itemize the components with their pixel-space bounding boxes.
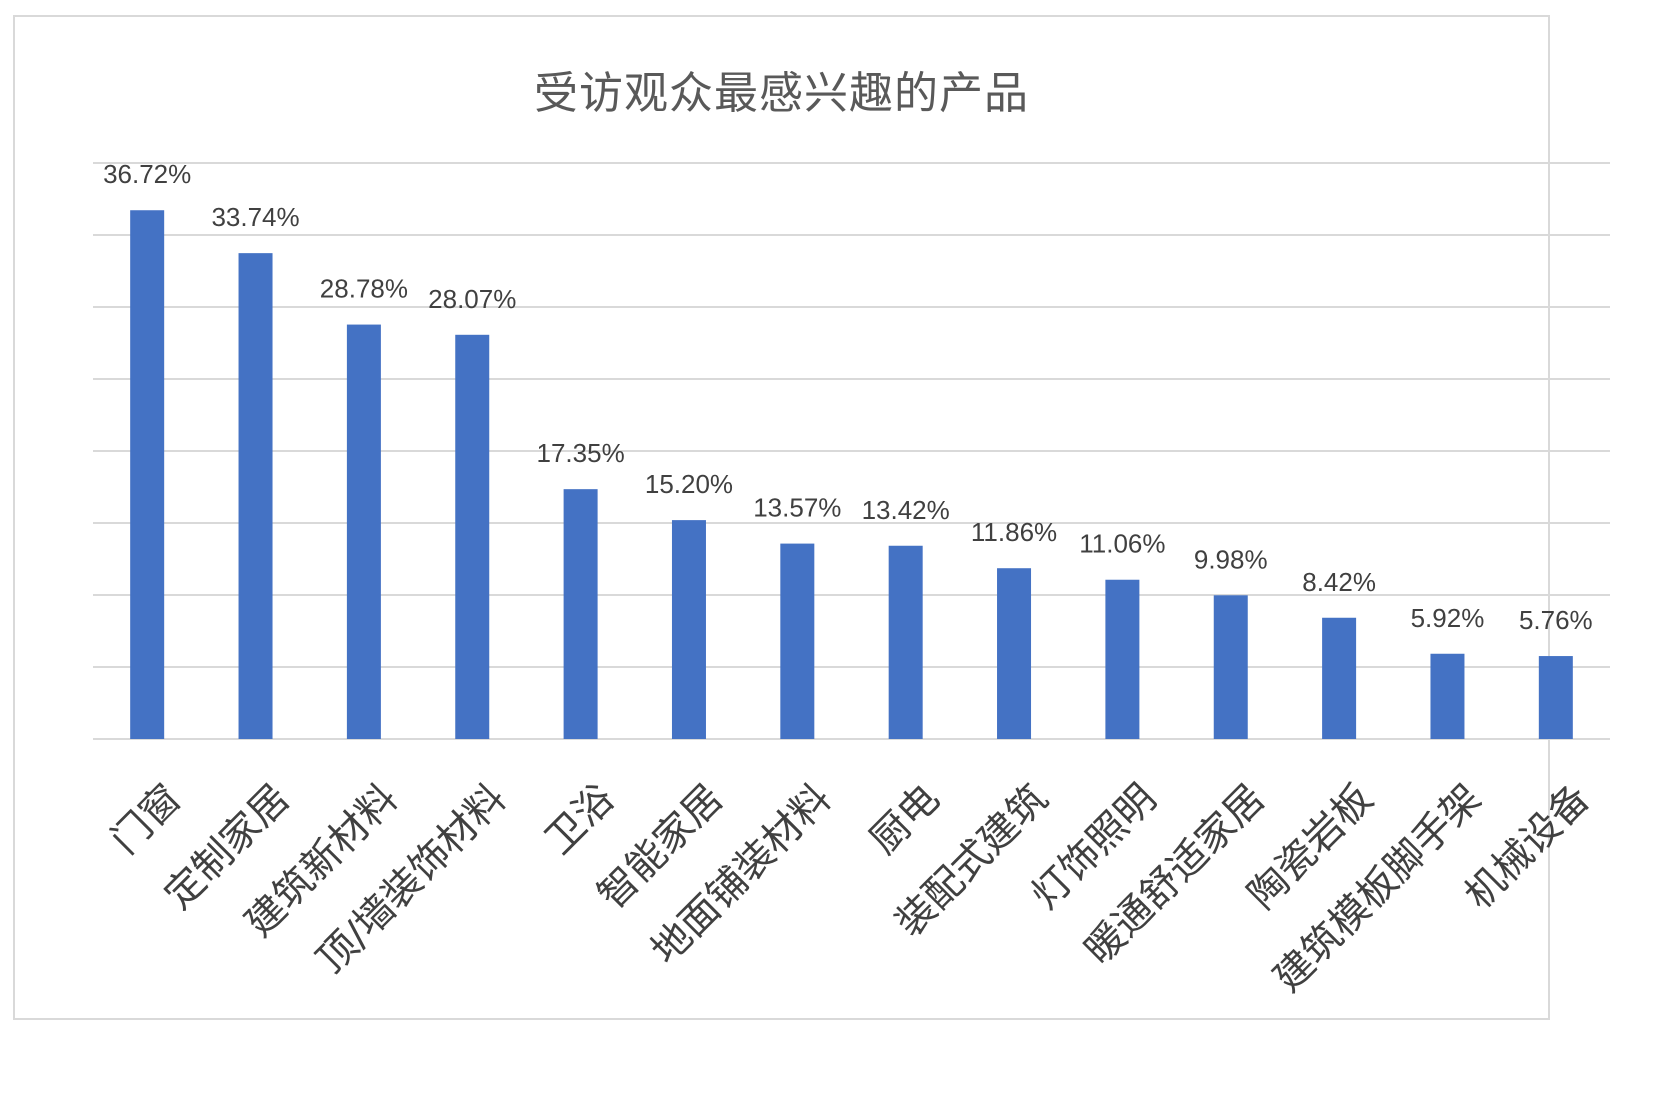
- bar: [780, 543, 815, 739]
- bar: [455, 334, 490, 739]
- x-tick-label: 卫浴: [536, 776, 623, 863]
- grid-lines: [93, 162, 1610, 740]
- bar: [1213, 595, 1248, 739]
- bar: [888, 545, 923, 739]
- data-label: 5.92%: [1411, 603, 1485, 633]
- bars: [130, 210, 1573, 740]
- data-label: 28.78%: [320, 274, 408, 304]
- data-label: 28.07%: [428, 284, 516, 314]
- bar: [1430, 653, 1465, 739]
- data-label: 36.72%: [103, 159, 191, 189]
- data-label: 11.06%: [1079, 529, 1165, 559]
- data-label: 5.76%: [1519, 605, 1593, 635]
- data-label: 15.20%: [645, 469, 733, 499]
- bar: [346, 324, 381, 739]
- bar: [238, 253, 273, 740]
- x-tick-label: 顶/墙装饰材料: [309, 776, 516, 983]
- bar: [563, 489, 598, 739]
- data-labels: 36.72% 33.74% 28.78% 28.07% 17.35% 15.20% 13.5…: [103, 159, 1593, 635]
- x-tick-label: 厨电: [862, 776, 949, 863]
- data-label: 17.35%: [537, 438, 625, 468]
- data-label: 33.74%: [211, 202, 299, 232]
- chart-title: 受访观众最感兴趣的产品: [534, 68, 1029, 119]
- data-label: 13.57%: [753, 493, 841, 523]
- bar: [997, 568, 1032, 739]
- data-label: 13.42%: [862, 495, 950, 525]
- bar: [1105, 579, 1140, 739]
- data-label: 11.86%: [971, 517, 1057, 547]
- x-tick-label: 门窗: [103, 776, 190, 863]
- data-label: 8.42%: [1302, 567, 1376, 597]
- bar: [671, 520, 706, 739]
- bar: [130, 210, 165, 739]
- bar: [1538, 656, 1573, 739]
- bar: [1322, 617, 1357, 739]
- data-label: 9.98%: [1194, 544, 1268, 574]
